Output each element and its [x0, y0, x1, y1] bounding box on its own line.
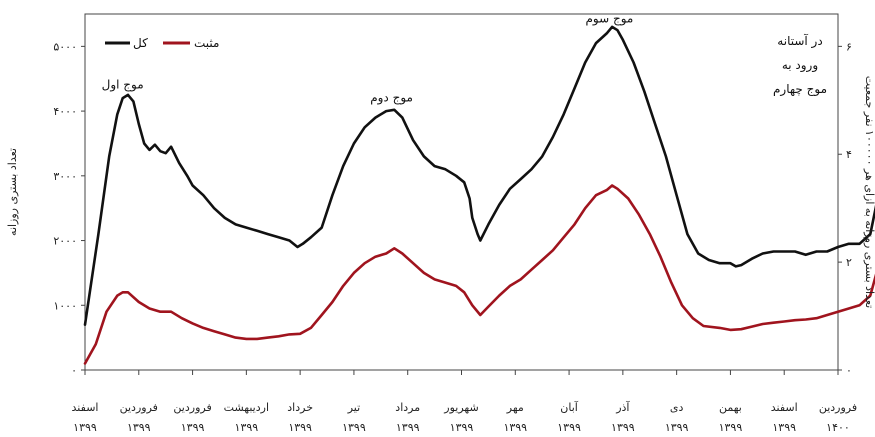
y-tick-label: ۵۰۰۰: [53, 40, 77, 53]
x-tick-month: اردیبهشت: [224, 401, 269, 414]
x-tick-year: ۱۳۹۹: [288, 421, 312, 434]
y2-tick-label: ۴: [846, 148, 852, 161]
x-tick-month: اسفند: [771, 401, 798, 414]
y-tick-label: ۴۰۰۰: [53, 105, 77, 118]
legend-label-total: کل: [133, 36, 148, 50]
right-y-axis-label: تعداد بستری روزانه به ازای هر ۱۰۰۰۰۰ نفر…: [863, 76, 875, 309]
x-tick-year: ۱۳۹۹: [772, 421, 796, 434]
x-tick-month: اسفند: [72, 401, 99, 414]
x-tick-month: فروردین: [819, 401, 857, 414]
total-line: [83, 25, 875, 326]
wave-annotation: در آستانه: [777, 33, 822, 49]
x-tick-year: ۱۳۹۹: [181, 421, 205, 434]
positive-line: [83, 184, 875, 365]
wave-annotation: موج اول: [102, 77, 144, 92]
x-tick-month: بهمن: [719, 401, 742, 414]
wave-annotation: موج سوم: [585, 11, 633, 26]
x-tick-year: ۱۴۰۰: [826, 421, 850, 434]
wave-annotation: ورود به: [782, 58, 818, 73]
legend: کل مثبت: [105, 36, 219, 50]
x-tick-year: ۱۳۹۹: [719, 421, 743, 434]
x-tick-year: ۱۳۹۹: [611, 421, 635, 434]
x-tick-year: ۱۳۹۹: [73, 421, 97, 434]
y-tick-label: ۲۰۰۰: [53, 235, 77, 248]
right-y-axis: ۰ ۲ ۴ ۶: [838, 40, 852, 377]
wave-annotation: موج چهارم: [773, 82, 827, 97]
wave-annotations: موج اول موج دوم موج سوم در آستانه ورود به موج…: [102, 11, 827, 105]
x-tick-year: ۱۳۹۹: [557, 421, 581, 434]
y2-tick-label: ۶: [846, 40, 852, 53]
y-tick-label: ۰: [71, 364, 77, 377]
x-tick-month: تیر: [347, 401, 360, 414]
legend-label-positive: مثبت: [194, 36, 219, 50]
left-y-axis-label: تعداد بستری روزانه: [6, 148, 19, 236]
x-axis: اسفند ۱۳۹۹ فروردین ۱۳۹۹ فروردین ۱۳۹۹ اردیبهشت ۱…: [72, 370, 857, 434]
series-lines: [83, 25, 875, 365]
left-y-axis: ۰ ۱۰۰۰ ۲۰۰۰ ۳۰۰۰ ۴۰۰۰ ۵۰۰۰: [53, 40, 85, 377]
x-tick-month: شهریور: [443, 401, 478, 414]
x-tick-month: فروردین: [120, 401, 158, 414]
x-tick-year: ۱۳۹۹: [450, 421, 474, 434]
x-tick-year: ۱۳۹۹: [665, 421, 689, 434]
x-tick-month: آبان: [560, 400, 578, 414]
x-tick-month: مهر: [506, 401, 524, 414]
x-tick-month: آذر: [615, 400, 630, 414]
y-tick-label: ۳۰۰۰: [53, 170, 77, 183]
y-tick-label: ۱۰۰۰: [53, 299, 77, 312]
x-tick-year: ۱۳۹۹: [342, 421, 366, 434]
x-tick-month: مرداد: [395, 401, 420, 414]
wave-annotation: موج دوم: [370, 90, 413, 105]
x-tick-year: ۱۳۹۹: [127, 421, 151, 434]
x-tick-year: ۱۳۹۹: [235, 421, 259, 434]
y2-tick-label: ۲: [846, 256, 852, 269]
x-tick-month: فروردین: [173, 401, 211, 414]
x-tick-month: دی: [670, 401, 684, 414]
x-tick-year: ۱۳۹۹: [503, 421, 527, 434]
y2-tick-label: ۰: [846, 364, 852, 377]
x-tick-year: ۱۳۹۹: [396, 421, 420, 434]
x-tick-month: خرداد: [287, 401, 313, 414]
